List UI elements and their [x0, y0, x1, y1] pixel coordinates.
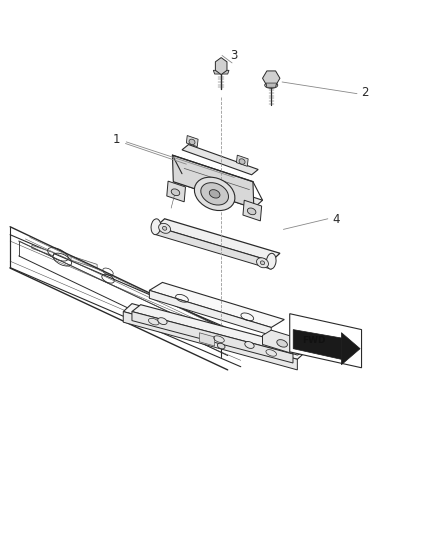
Ellipse shape — [260, 261, 265, 265]
Ellipse shape — [217, 343, 225, 349]
Ellipse shape — [257, 258, 268, 268]
Polygon shape — [156, 219, 280, 261]
Polygon shape — [123, 312, 297, 370]
Ellipse shape — [201, 183, 229, 205]
Ellipse shape — [268, 84, 274, 87]
Polygon shape — [149, 282, 284, 327]
Polygon shape — [293, 329, 342, 359]
Text: 2: 2 — [361, 86, 368, 99]
Ellipse shape — [245, 342, 254, 349]
Polygon shape — [262, 71, 280, 86]
Text: 3: 3 — [230, 49, 237, 62]
Ellipse shape — [171, 189, 180, 196]
Text: 4: 4 — [333, 213, 340, 227]
Ellipse shape — [162, 227, 167, 230]
Polygon shape — [237, 155, 248, 166]
Polygon shape — [156, 227, 271, 269]
Polygon shape — [342, 333, 360, 365]
Polygon shape — [167, 181, 185, 202]
Text: 1: 1 — [113, 133, 120, 146]
Polygon shape — [71, 256, 97, 269]
Ellipse shape — [159, 223, 170, 233]
Ellipse shape — [209, 190, 220, 198]
Polygon shape — [32, 245, 53, 256]
Ellipse shape — [158, 318, 167, 325]
Ellipse shape — [265, 82, 278, 88]
Ellipse shape — [194, 177, 235, 211]
Polygon shape — [262, 330, 306, 355]
Text: FWD: FWD — [302, 336, 325, 345]
Ellipse shape — [151, 219, 161, 235]
Polygon shape — [149, 290, 271, 335]
Polygon shape — [173, 155, 254, 208]
Polygon shape — [186, 135, 198, 147]
Polygon shape — [215, 58, 227, 75]
Ellipse shape — [239, 159, 245, 164]
Polygon shape — [199, 333, 215, 346]
Ellipse shape — [266, 253, 276, 269]
Ellipse shape — [277, 340, 287, 347]
Polygon shape — [266, 83, 276, 87]
Ellipse shape — [189, 139, 195, 144]
Polygon shape — [213, 70, 229, 74]
Polygon shape — [173, 174, 262, 208]
Polygon shape — [182, 144, 258, 175]
Polygon shape — [132, 312, 293, 363]
Polygon shape — [123, 304, 306, 359]
Polygon shape — [290, 314, 361, 368]
Polygon shape — [243, 200, 261, 221]
Polygon shape — [132, 305, 302, 354]
Ellipse shape — [247, 208, 256, 215]
